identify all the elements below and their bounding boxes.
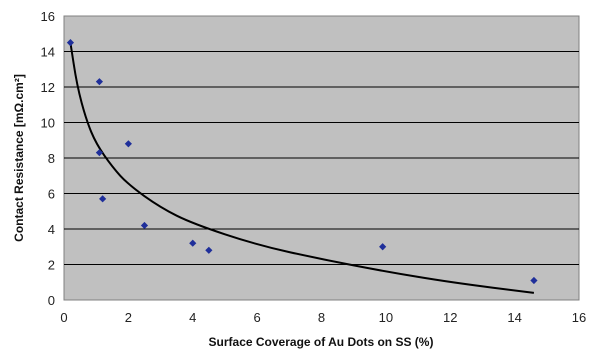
x-tick-label: 4 — [189, 310, 196, 325]
y-tick-label: 6 — [48, 187, 55, 202]
y-tick-label: 16 — [41, 9, 55, 24]
x-axis-title: Surface Coverage of Au Dots on SS (%) — [209, 335, 434, 349]
data-point — [379, 243, 387, 251]
x-tick-label: 12 — [443, 310, 457, 325]
y-tick-label: 14 — [41, 45, 55, 60]
data-points — [66, 39, 538, 285]
data-point — [205, 246, 213, 254]
x-tick-label: 16 — [572, 310, 586, 325]
y-tick-label: 0 — [48, 293, 55, 308]
data-point — [66, 39, 75, 47]
data-point — [189, 239, 197, 247]
data-point — [99, 195, 107, 203]
y-axis-ticks: 0 2 4 6 8 10 12 14 16 — [41, 9, 55, 308]
data-point — [95, 78, 104, 86]
x-tick-label: 2 — [125, 310, 132, 325]
data-point — [140, 221, 149, 230]
gridlines — [64, 51, 579, 265]
x-tick-label: 14 — [507, 310, 521, 325]
x-tick-label: 6 — [254, 310, 261, 325]
y-tick-label: 12 — [41, 80, 55, 95]
y-axis-title: Contact Resistance [mΩ.cm²] — [12, 74, 26, 242]
y-tick-label: 10 — [41, 116, 55, 131]
data-point — [124, 140, 132, 148]
data-point — [530, 276, 538, 285]
x-tick-label: 10 — [379, 310, 393, 325]
x-tick-label: 0 — [60, 310, 67, 325]
trendline — [69, 42, 535, 294]
trendline-group — [69, 42, 535, 294]
data-point — [95, 149, 104, 157]
y-tick-label: 4 — [48, 222, 55, 237]
x-tick-label: 8 — [318, 310, 325, 325]
x-axis-ticks: 0 2 4 6 8 10 12 14 16 — [60, 310, 586, 325]
y-tick-label: 2 — [48, 258, 55, 273]
y-tick-label: 8 — [48, 151, 55, 166]
